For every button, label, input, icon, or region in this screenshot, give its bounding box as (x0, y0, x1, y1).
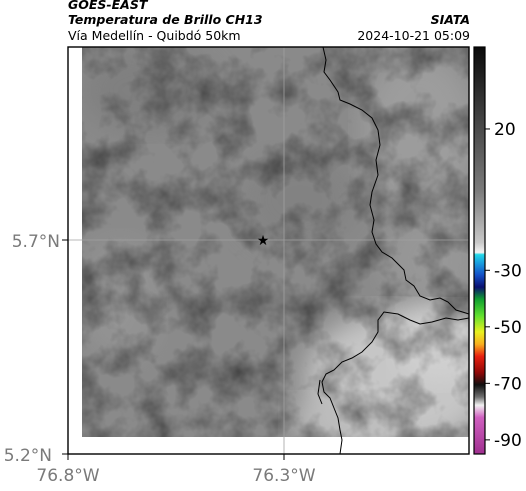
lon-tick-label: 76.8°W (36, 466, 99, 486)
star-icon: ★ (257, 233, 270, 249)
agency-label: SIATA (430, 12, 470, 27)
border-line-south (321, 311, 470, 455)
lat-tick-label: 5.2°N (4, 446, 52, 466)
border-line-east (322, 46, 470, 315)
lon-tick-label: 76.3°W (252, 466, 315, 486)
region-label: Vía Medellín - Quibdó 50km (68, 28, 241, 43)
lat-tick-label: 5.7°N (12, 232, 60, 252)
product-title: Temperatura de Brillo CH13 (68, 12, 263, 27)
brightness-temperature-image (82, 47, 469, 437)
border-line-lower (317, 379, 323, 405)
timestamp-label: 2024-10-21 05:09 (357, 28, 470, 43)
map-frame (67, 46, 470, 455)
satellite-title: GOES-EAST (68, 0, 148, 12)
